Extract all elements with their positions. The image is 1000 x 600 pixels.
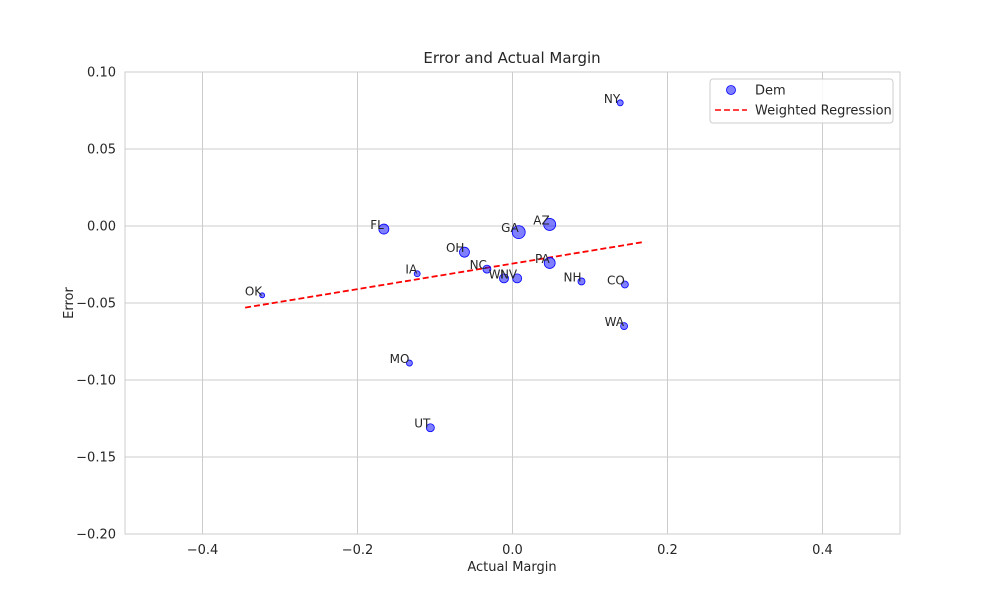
x-tick-label: −0.2 [342, 543, 374, 558]
legend-dem-marker [726, 85, 736, 95]
legend-regression-label: Weighted Regression [755, 104, 892, 119]
x-tick-label: −0.4 [187, 543, 219, 558]
x-tick-label: 0.4 [812, 543, 833, 558]
y-tick-label: −0.10 [76, 374, 116, 389]
point-label-co: CO [607, 274, 625, 288]
data-point-ga [511, 225, 526, 240]
regression-line [244, 241, 643, 309]
point-label-nv: NV [500, 267, 518, 281]
point-label-ut: UT [414, 417, 431, 431]
data-point-mo [406, 359, 413, 367]
point-label-mo: MO [390, 352, 410, 366]
legend-box [709, 78, 894, 124]
data-point-co [620, 280, 629, 289]
y-tick-label: −0.20 [76, 528, 116, 543]
y-tick-label: −0.15 [76, 451, 116, 466]
data-point-fl [378, 223, 390, 235]
legend: Dem Weighted Regression [709, 78, 894, 124]
point-label-az: AZ [533, 213, 549, 227]
plot-frame [124, 71, 901, 535]
point-label-wa: WA [605, 315, 625, 329]
chart-title: Error and Actual Margin [423, 49, 600, 67]
point-label-oh: OH [446, 241, 464, 255]
point-label-ok: OK [245, 284, 263, 298]
x-tick-label: 0.0 [502, 543, 523, 558]
data-point-ut [425, 423, 435, 433]
grid [125, 71, 900, 535]
x-axis-ticks: −0.4 −0.2 0.0 0.2 0.4 [187, 543, 833, 558]
regression-layer [244, 241, 643, 309]
y-tick-label: 0.05 [87, 143, 116, 158]
x-tick-label: 0.2 [657, 543, 678, 558]
y-axis-label: Error [62, 287, 77, 319]
points-layer [259, 99, 629, 433]
data-point-wi [499, 273, 509, 284]
point-label-ga: GA [501, 221, 519, 235]
y-axis-ticks: −0.20 −0.15 −0.10 −0.05 0.00 0.05 0.10 [76, 66, 116, 543]
y-tick-label: 0.10 [87, 66, 116, 81]
y-tick-label: 0.00 [87, 220, 116, 235]
data-point-nh [577, 277, 586, 286]
point-label-fl: FL [370, 218, 384, 232]
point-label-ny: NY [604, 92, 621, 106]
point-label-wi: WI [489, 267, 504, 281]
x-axis-label: Actual Margin [467, 560, 556, 575]
point-label-ia: IA [405, 263, 418, 277]
data-point-nc [482, 264, 492, 274]
data-point-ok [259, 292, 266, 299]
legend-dem-label: Dem [755, 84, 786, 99]
point-label-pa: PA [535, 252, 550, 266]
data-point-ia [413, 270, 421, 278]
data-point-oh [459, 246, 470, 258]
data-point-ny [616, 99, 624, 107]
y-tick-label: −0.05 [76, 297, 116, 312]
point-label-nc: NC [470, 258, 487, 272]
data-point-nv [512, 273, 523, 284]
point-label-nh: NH [563, 270, 581, 284]
data-point-pa [543, 257, 556, 269]
data-point-az [543, 218, 557, 231]
data-point-wa [620, 322, 628, 331]
